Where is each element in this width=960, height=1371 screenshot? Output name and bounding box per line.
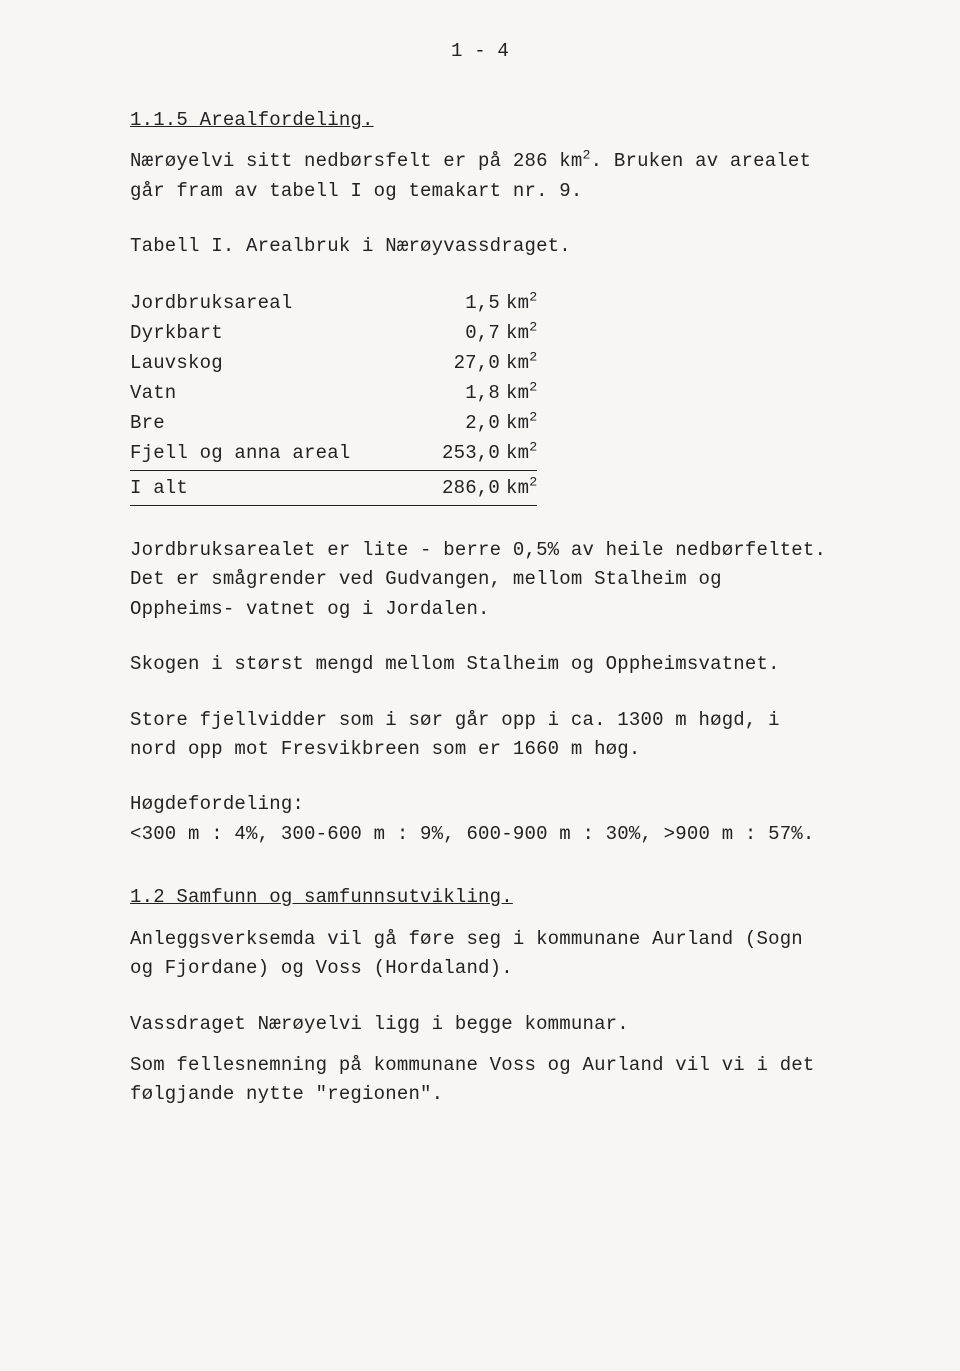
table-row: Dyrkbart0,7km2 xyxy=(130,318,537,348)
total-label: I alt xyxy=(130,470,430,505)
paragraph-region: Som fellesnemning på kommunane Voss og A… xyxy=(130,1051,830,1110)
paragraph-fjell: Store fjellvidder som i sør går opp i ca… xyxy=(130,706,830,765)
row-unit: km2 xyxy=(506,378,537,408)
row-unit: km2 xyxy=(506,408,537,438)
intro-text-a: Nærøyelvi sitt nedbørsfelt er på 286 km xyxy=(130,150,582,172)
table-row: Lauvskog27,0km2 xyxy=(130,348,537,378)
intro-superscript: 2 xyxy=(582,148,590,163)
paragraph-jordbruk: Jordbruksarealet er lite - berre 0,5% av… xyxy=(130,536,830,624)
row-label: Fjell og anna areal xyxy=(130,438,430,471)
table-row: Jordbruksareal1,5km2 xyxy=(130,288,537,318)
section-heading-arealfordeling: 1.1.5 Arealfordeling. xyxy=(130,106,830,135)
row-value: 1,8 xyxy=(430,378,506,408)
areal-table: Jordbruksareal1,5km2Dyrkbart0,7km2Lauvsk… xyxy=(130,288,537,506)
table-row: Bre2,0km2 xyxy=(130,408,537,438)
row-value: 253,0 xyxy=(430,438,506,471)
row-value: 2,0 xyxy=(430,408,506,438)
intro-paragraph: Nærøyelvi sitt nedbørsfelt er på 286 km2… xyxy=(130,147,830,206)
document-page: 1 - 4 1.1.5 Arealfordeling. Nærøyelvi si… xyxy=(0,0,960,1371)
row-unit: km2 xyxy=(506,348,537,378)
table-row: Vatn1,8km2 xyxy=(130,378,537,408)
row-label: Lauvskog xyxy=(130,348,430,378)
row-label: Vatn xyxy=(130,378,430,408)
hogde-values: <300 m : 4%, 300-600 m : 9%, 600-900 m :… xyxy=(130,823,815,845)
paragraph-anlegg: Anleggsverksemda vil gå føre seg i kommu… xyxy=(130,925,830,984)
table-total-row: I alt286,0km2 xyxy=(130,470,537,505)
paragraph-vassdrag: Vassdraget Nærøyelvi ligg i begge kommun… xyxy=(130,1010,830,1039)
table-caption: Tabell I. Arealbruk i Nærøyvassdraget. xyxy=(130,232,830,261)
hogde-label: Høgdefordeling: xyxy=(130,793,304,815)
hogdefordeling-block: Høgdefordeling: <300 m : 4%, 300-600 m :… xyxy=(130,790,830,849)
row-label: Bre xyxy=(130,408,430,438)
paragraph-skog: Skogen i størst mengd mellom Stalheim og… xyxy=(130,650,830,679)
row-unit: km2 xyxy=(506,438,537,471)
row-label: Jordbruksareal xyxy=(130,288,430,318)
section-heading-samfunn: 1.2 Samfunn og samfunnsutvikling. xyxy=(130,883,830,912)
row-unit: km2 xyxy=(506,288,537,318)
row-label: Dyrkbart xyxy=(130,318,430,348)
row-value: 0,7 xyxy=(430,318,506,348)
total-value: 286,0 xyxy=(430,470,506,505)
total-unit: km2 xyxy=(506,470,537,505)
row-value: 1,5 xyxy=(430,288,506,318)
row-value: 27,0 xyxy=(430,348,506,378)
row-unit: km2 xyxy=(506,318,537,348)
table-row: Fjell og anna areal253,0km2 xyxy=(130,438,537,471)
page-number: 1 - 4 xyxy=(130,40,830,62)
